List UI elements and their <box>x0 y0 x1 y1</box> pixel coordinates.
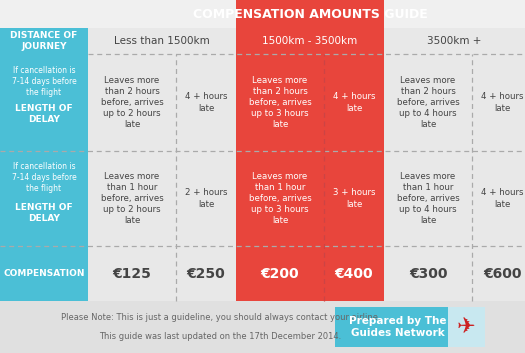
Bar <box>88 28 236 54</box>
Text: Leaves more
than 2 hours
before, arrives
up to 2 hours
late: Leaves more than 2 hours before, arrives… <box>101 76 163 129</box>
Text: €600: €600 <box>483 267 521 281</box>
Bar <box>0 54 88 301</box>
Bar <box>236 0 384 28</box>
Text: €250: €250 <box>186 267 225 281</box>
Bar <box>0 0 525 301</box>
Text: If cancellation is
7-14 days before
the flight: If cancellation is 7-14 days before the … <box>12 162 76 193</box>
Text: 2 + hours
late: 2 + hours late <box>185 189 227 209</box>
Text: €125: €125 <box>112 267 151 281</box>
Text: Prepared by The
Guides Network: Prepared by The Guides Network <box>349 316 447 338</box>
Text: €200: €200 <box>261 267 299 281</box>
Bar <box>447 307 485 347</box>
Text: Leaves more
than 2 hours
before, arrives
up to 4 hours
late: Leaves more than 2 hours before, arrives… <box>396 76 459 129</box>
Bar <box>0 28 88 54</box>
Text: 4 + hours
late: 4 + hours late <box>333 92 375 113</box>
Text: DISTANCE OF
JOURNEY: DISTANCE OF JOURNEY <box>10 31 78 51</box>
Bar <box>88 54 236 301</box>
Bar <box>236 54 384 301</box>
Text: 1500km - 3500km: 1500km - 3500km <box>262 36 358 46</box>
Text: €400: €400 <box>335 267 373 281</box>
Text: COMPENSATION AMOUNTS GUIDE: COMPENSATION AMOUNTS GUIDE <box>193 7 427 20</box>
Text: This guide was last updated on the 17th December 2014.: This guide was last updated on the 17th … <box>99 332 342 341</box>
Bar <box>384 28 525 54</box>
Text: Leaves more
than 1 hour
before, arrives
up to 4 hours
late: Leaves more than 1 hour before, arrives … <box>396 172 459 225</box>
Text: Leaves more
than 2 hours
before, arrives
up to 3 hours
late: Leaves more than 2 hours before, arrives… <box>249 76 311 129</box>
Text: 3500km +: 3500km + <box>427 36 482 46</box>
Text: 3 + hours
late: 3 + hours late <box>333 189 375 209</box>
Text: Please Note: This is just a guideline, you should always contact your airline.: Please Note: This is just a guideline, y… <box>61 313 380 322</box>
Text: LENGTH OF
DELAY: LENGTH OF DELAY <box>15 203 73 223</box>
Bar <box>335 307 485 347</box>
Bar <box>384 54 525 301</box>
Text: 4 + hours
late: 4 + hours late <box>481 189 523 209</box>
Bar <box>236 28 384 54</box>
Text: COMPENSATION: COMPENSATION <box>3 269 85 278</box>
Text: Leaves more
than 1 hour
before, arrives
up to 2 hours
late: Leaves more than 1 hour before, arrives … <box>101 172 163 225</box>
Text: If cancellation is
7-14 days before
the flight: If cancellation is 7-14 days before the … <box>12 66 76 97</box>
Text: 4 + hours
late: 4 + hours late <box>185 92 227 113</box>
Bar <box>0 301 525 353</box>
Text: Less than 1500km: Less than 1500km <box>114 36 210 46</box>
Text: Leaves more
than 1 hour
before, arrives
up to 3 hours
late: Leaves more than 1 hour before, arrives … <box>249 172 311 225</box>
Text: LENGTH OF
DELAY: LENGTH OF DELAY <box>15 104 73 124</box>
Text: ✈: ✈ <box>457 317 476 337</box>
Text: €300: €300 <box>409 267 447 281</box>
Text: 4 + hours
late: 4 + hours late <box>481 92 523 113</box>
